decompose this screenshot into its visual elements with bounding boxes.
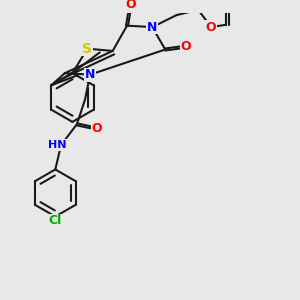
Text: S: S <box>82 42 92 56</box>
Text: O: O <box>92 122 102 135</box>
Text: HN: HN <box>48 140 67 150</box>
Text: N: N <box>85 68 95 81</box>
Text: Cl: Cl <box>49 214 62 227</box>
Text: O: O <box>125 0 136 11</box>
Text: O: O <box>206 21 217 34</box>
Text: O: O <box>181 40 191 53</box>
Text: N: N <box>147 21 158 34</box>
